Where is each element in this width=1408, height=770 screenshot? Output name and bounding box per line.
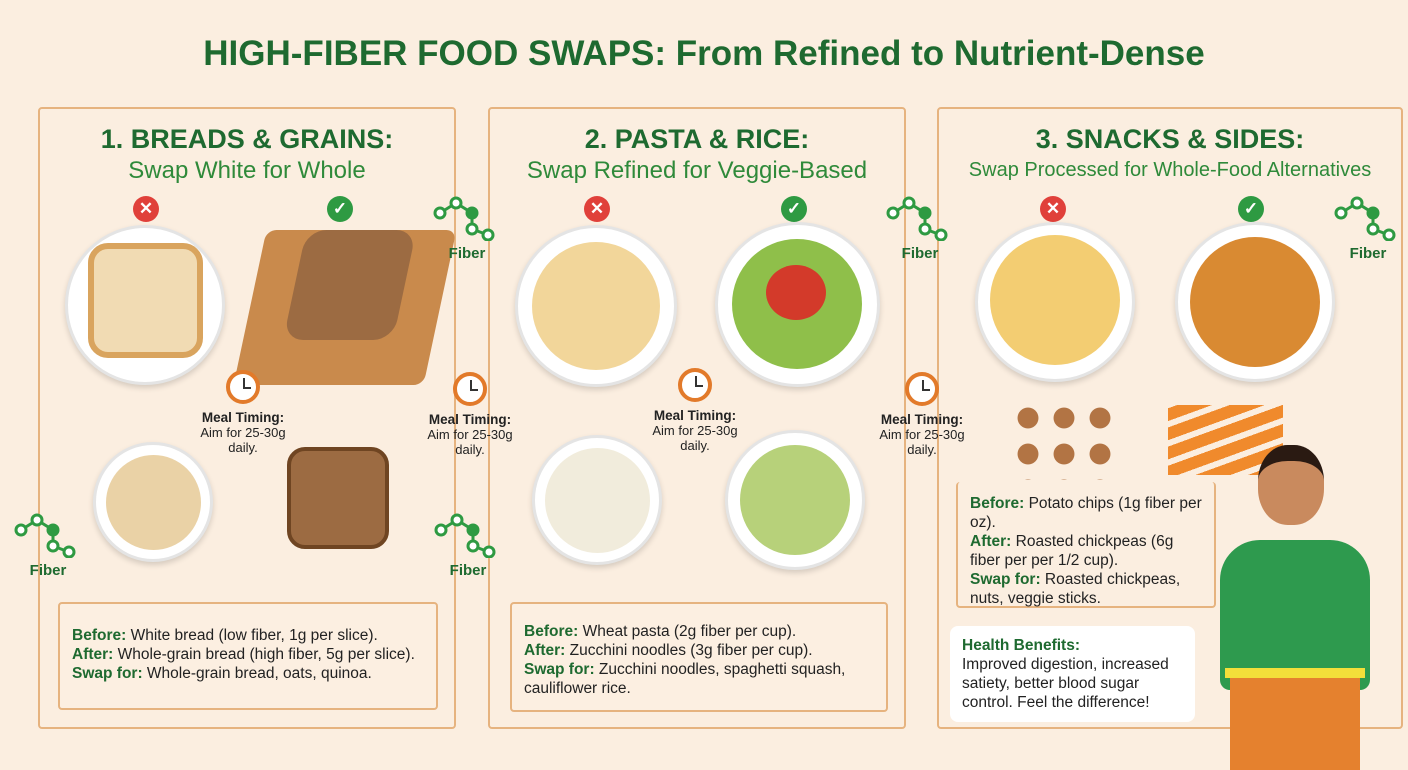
clock-icon [905,372,939,406]
meal-timing-label: Meal Timing: [201,410,285,425]
after-label: After: [72,646,114,663]
before-text: Potato chips (1g fiber per oz). [970,495,1202,531]
before-label: Before: [72,627,127,644]
swap-info-snacks: Before: Potato chips (1g fiber per oz). … [956,482,1216,608]
after-label: After: [524,642,566,659]
fiber-label: Fiber [448,245,486,262]
after-text: Whole-grain bread (high fiber, 5g per sl… [113,646,415,663]
meal-timing-label: Meal Timing: [428,412,512,427]
after-label: After: [970,533,1012,550]
meal-timing-text: Aim for 25-30g daily. [879,427,965,457]
swap-label: Swap for: [970,571,1041,588]
meal-timing-text: Aim for 25-30g daily. [427,427,513,457]
molecule-icon [434,513,496,559]
swap-label: Swap for: [72,665,143,682]
after-text: Zucchini noodles (3g fiber per cup). [565,642,813,659]
fiber-molecule: Fiber [428,512,508,579]
molecule-icon [1334,196,1396,242]
x-icon: ✕ [1040,196,1066,222]
health-benefits-label: Health Benefits: [962,637,1080,654]
after-text: Roasted chickpeas (6g fiber per per 1/2 … [970,533,1174,569]
fiber-molecule: Fiber [427,195,507,262]
fiber-label: Fiber [29,562,67,579]
potato-chips-image [975,222,1135,382]
before-label: Before: [970,495,1025,512]
zucchini-broccoli-image [725,430,865,570]
swap-info-breads: Before: White bread (low fiber, 1g per s… [58,602,438,710]
clock-icon [678,368,712,402]
panel-heading: 1. BREADS & GRAINS: [100,124,394,154]
fiber-molecule: Fiber [8,512,88,579]
check-icon: ✓ [327,196,353,222]
check-icon: ✓ [1238,196,1264,222]
fiber-label: Fiber [449,562,487,579]
roasted-chickpeas-image [1175,222,1335,382]
molecule-icon [14,513,76,559]
health-benefits-text: Improved digestion, increased satiety, b… [962,656,1169,711]
swap-text: Whole-grain bread, oats, quinoa. [142,665,372,682]
meal-timing-text: Aim for 25-30g daily. [200,425,286,455]
panel-snacks: 3. SNACKS & SIDES: Swap Processed for Wh… [937,107,1403,729]
clock-icon [453,372,487,406]
clock-icon [226,370,260,404]
meal-timing-text: Aim for 25-30g daily. [652,423,738,453]
zucchini-noodles-image [715,222,880,387]
meal-timing-label: Meal Timing: [653,408,737,423]
meal-timing: Meal Timing: Aim for 25-30g daily. [188,370,298,455]
molecule-icon [886,196,948,242]
panel-subheading: Swap Refined for Veggie-Based [526,157,868,184]
panel-heading: 3. SNACKS & SIDES: [1035,124,1305,154]
panel-subheading: Swap Processed for Whole-Food Alternativ… [968,159,1372,181]
check-icon: ✓ [781,196,807,222]
before-text: White bread (low fiber, 1g per slice). [126,627,378,644]
fiber-molecule: Fiber [1328,195,1408,262]
panel-breads: 1. BREADS & GRAINS: Swap White for Whole [38,107,456,729]
white-bread-image [65,225,225,385]
almonds-image [1010,400,1120,480]
page-title: HIGH-FIBER FOOD SWAPS: From Refined to N… [203,34,1205,73]
oats-image [93,442,213,562]
panel-subheading: Swap White for Whole [128,157,366,184]
meal-timing: Meal Timing: Aim for 25-30g daily. [640,368,750,453]
fiber-label: Fiber [901,245,939,262]
swap-text: Roasted chickpeas, nuts, veggie sticks. [970,571,1181,607]
panel-pasta: 2. PASTA & RICE: Swap Refined for Veggie… [488,107,906,729]
swap-info-pasta: Before: Wheat pasta (2g fiber per cup). … [510,602,888,712]
meal-timing: Meal Timing: Aim for 25-30g daily. [415,372,525,457]
meal-timing-label: Meal Timing: [880,412,964,427]
x-icon: ✕ [584,196,610,222]
fiber-label: Fiber [1349,245,1387,262]
fiber-molecule: Fiber [880,195,960,262]
meal-timing: Meal Timing: Aim for 25-30g daily. [867,372,977,457]
panel-heading: 2. PASTA & RICE: [584,124,810,154]
person-measuring-waist-image [1200,440,1408,770]
swap-label: Swap for: [524,661,595,678]
x-icon: ✕ [133,196,159,222]
before-label: Before: [524,623,579,640]
whole-grain-bread-image [233,230,457,385]
before-text: Wheat pasta (2g fiber per cup). [578,623,797,640]
whole-grain-toast-image [287,447,389,549]
health-benefits: Health Benefits: Improved digestion, inc… [950,626,1195,722]
molecule-icon [433,196,495,242]
spaghetti-image [515,225,677,387]
swap-text: Zucchini noodles, spaghetti squash, caul… [524,661,846,697]
cauliflower-rice-image [532,435,662,565]
